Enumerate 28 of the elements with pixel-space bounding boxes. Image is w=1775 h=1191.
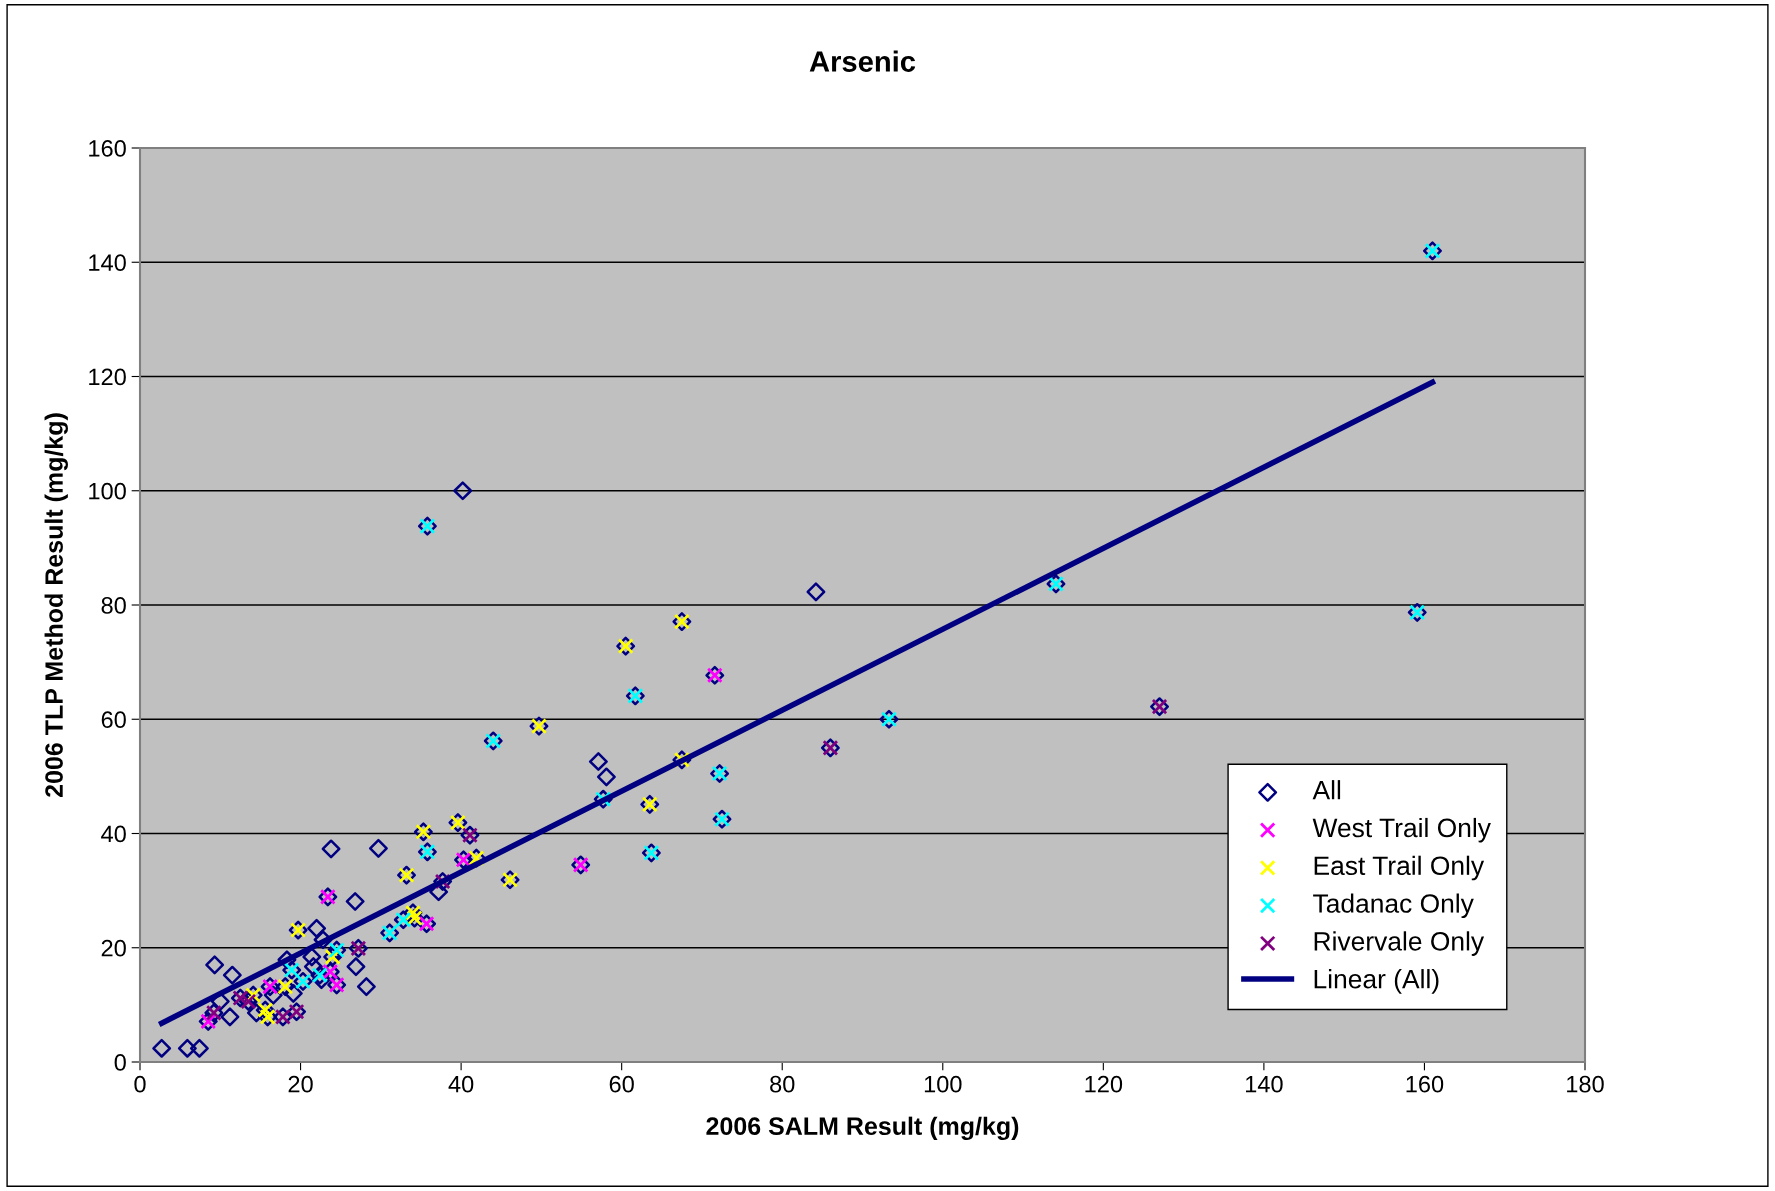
- y-tick-label: 100: [89, 482, 126, 500]
- x-tick-label: 20: [288, 1075, 313, 1093]
- y-tick-label: 40: [101, 825, 126, 843]
- legend-label: West Trail Only: [1312, 817, 1491, 843]
- legend-label: East Trail Only: [1314, 855, 1485, 881]
- x-tick-label: 60: [609, 1075, 634, 1093]
- x-tick-label: 0: [134, 1075, 146, 1093]
- x-axis-title: 2006 SALM Result (mg/kg): [706, 1116, 1019, 1141]
- x-tick-label: 160: [1406, 1075, 1444, 1093]
- legend-label: Rivervale Only: [1314, 931, 1485, 956]
- legend-label: Tadanac Only: [1313, 893, 1474, 919]
- legend-label: All: [1312, 780, 1341, 800]
- x-tick-label: 120: [1085, 1075, 1123, 1093]
- y-tick-label: 80: [101, 597, 126, 614]
- y-axis-title: 2006 TLP Method Result (mg/kg): [44, 413, 68, 797]
- y-tick-label: 20: [101, 939, 126, 957]
- y-tick-label: 160: [89, 140, 126, 157]
- x-tick-label: 40: [448, 1075, 474, 1093]
- x-tick-label: 180: [1567, 1075, 1604, 1093]
- x-tick-label: 140: [1245, 1075, 1283, 1093]
- chart-title: Arsenic: [809, 50, 916, 72]
- y-tick-label: 120: [89, 368, 126, 386]
- y-tick-label: 140: [89, 254, 126, 272]
- y-tick-label: 0: [114, 1054, 126, 1071]
- x-tick-label: 100: [924, 1075, 962, 1093]
- legend-label: Linear (All): [1314, 969, 1439, 994]
- x-tick-label: 80: [770, 1075, 795, 1093]
- y-tick-label: 60: [101, 711, 126, 729]
